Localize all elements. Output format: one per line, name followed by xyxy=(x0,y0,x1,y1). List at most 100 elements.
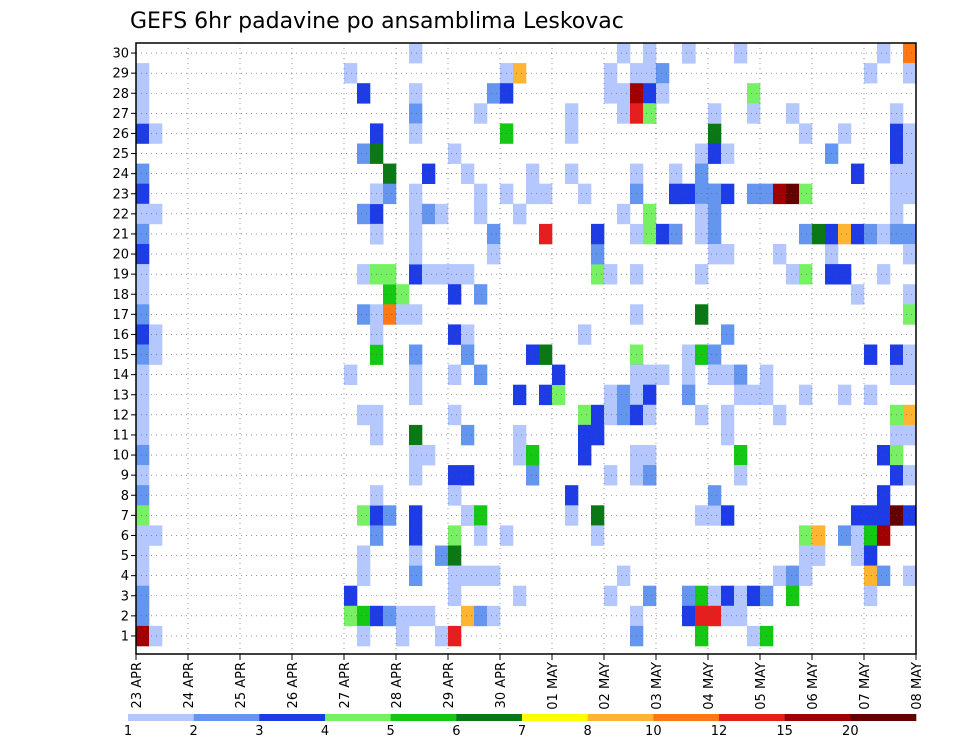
heatmap-cell xyxy=(513,445,527,466)
heatmap-cell xyxy=(357,203,371,225)
heatmap-cell xyxy=(734,605,748,627)
heatmap-cell xyxy=(604,63,618,84)
heatmap-cell xyxy=(136,505,150,526)
heatmap-cell xyxy=(383,264,397,285)
heatmap-cell xyxy=(448,284,462,305)
heatmap-cell xyxy=(617,203,631,225)
heatmap-cell xyxy=(136,605,150,627)
heatmap-cell xyxy=(136,103,150,124)
heatmap-cell xyxy=(136,264,150,285)
heatmap-cell xyxy=(383,505,397,526)
colorbar-swatch xyxy=(456,714,523,721)
heatmap-cell xyxy=(708,203,722,225)
heatmap-cell xyxy=(422,163,436,184)
heatmap-cell xyxy=(409,424,423,446)
heatmap-cell xyxy=(136,445,150,466)
heatmap-cell xyxy=(903,424,917,446)
heatmap-cell xyxy=(617,565,631,586)
heatmap-cell xyxy=(461,605,475,627)
colorbar-label: 5 xyxy=(387,724,395,739)
y-tick-label: 6 xyxy=(121,529,129,544)
heatmap-cell xyxy=(448,525,462,546)
heatmap-cell xyxy=(591,505,605,526)
heatmap-cell xyxy=(487,605,501,627)
heatmap-cell xyxy=(149,525,163,546)
heatmap-cell xyxy=(409,103,423,124)
heatmap-cell xyxy=(409,223,423,245)
heatmap-cell xyxy=(526,163,540,184)
heatmap-cell xyxy=(721,505,735,526)
heatmap-cell xyxy=(903,143,917,164)
colorbar-label: 8 xyxy=(584,724,592,739)
heatmap-cell xyxy=(903,43,917,64)
heatmap-cell xyxy=(656,364,670,385)
heatmap-cell xyxy=(422,203,436,225)
heatmap-cell xyxy=(799,525,813,546)
heatmap-cell xyxy=(669,183,683,205)
y-tick-label: 26 xyxy=(112,127,129,142)
heatmap-cell xyxy=(721,364,735,385)
heatmap-cell xyxy=(448,485,462,506)
heatmap-cell xyxy=(851,163,865,184)
x-tick-label: 02 MAY xyxy=(598,662,613,710)
heatmap-cell xyxy=(383,183,397,205)
heatmap-cell xyxy=(799,123,813,144)
heatmap-cell xyxy=(617,83,631,104)
colorbar-label: 1 xyxy=(124,724,132,739)
heatmap-cell xyxy=(682,183,696,205)
heatmap-cell xyxy=(357,545,371,566)
heatmap-cell xyxy=(448,264,462,285)
heatmap-cell xyxy=(864,344,878,365)
heatmap-cell xyxy=(578,445,592,466)
y-tick-label: 29 xyxy=(112,67,129,82)
heatmap-cell xyxy=(721,585,735,607)
heatmap-cell xyxy=(396,605,410,627)
heatmap-cell xyxy=(357,404,371,426)
heatmap-cell xyxy=(799,183,813,205)
heatmap-cell xyxy=(669,163,683,184)
heatmap-cell xyxy=(396,304,410,325)
heatmap-cell xyxy=(448,565,462,586)
heatmap-cell xyxy=(721,424,735,446)
heatmap-cell xyxy=(617,103,631,124)
heatmap-cell xyxy=(903,304,917,325)
heatmap-cell xyxy=(136,63,150,84)
heatmap-cell xyxy=(786,183,800,205)
colorbar-label: 6 xyxy=(452,724,460,739)
heatmap-cell xyxy=(799,223,813,245)
heatmap-cell xyxy=(409,43,423,64)
heatmap-cell xyxy=(409,384,423,406)
heatmap-cell xyxy=(656,223,670,245)
heatmap-cell xyxy=(864,525,878,546)
x-tick-label: 01 MAY xyxy=(546,662,561,710)
colorbar-label: 7 xyxy=(518,724,526,739)
heatmap-cell xyxy=(409,203,423,225)
heatmap-cell xyxy=(461,505,475,526)
y-tick-label: 20 xyxy=(112,248,129,263)
heatmap-cell xyxy=(786,264,800,285)
heatmap-cell xyxy=(448,324,462,345)
heatmap-cell xyxy=(812,545,826,566)
heatmap-cell xyxy=(474,284,488,305)
heatmap-cell xyxy=(903,183,917,205)
heatmap-cell xyxy=(513,384,527,406)
heatmap-cell xyxy=(708,123,722,144)
heatmap-cell xyxy=(409,183,423,205)
x-tick-label: 03 MAY xyxy=(650,662,665,710)
heatmap-cell xyxy=(682,585,696,607)
heatmap-cell xyxy=(643,103,657,124)
heatmap-cell xyxy=(877,505,891,526)
heatmap-cell xyxy=(643,465,657,486)
heatmap-cell xyxy=(487,223,501,245)
colorbar-swatch xyxy=(325,714,391,721)
heatmap-cell xyxy=(448,625,462,647)
heatmap-cell xyxy=(799,384,813,406)
heatmap-cell xyxy=(903,284,917,305)
heatmap-cells xyxy=(136,43,917,647)
heatmap-cell xyxy=(591,244,605,265)
heatmap-cell xyxy=(448,465,462,486)
y-tick-label: 27 xyxy=(112,107,129,122)
heatmap-cell xyxy=(396,284,410,305)
x-tick-label: 24 APR xyxy=(182,662,197,708)
heatmap-cell xyxy=(851,525,865,546)
